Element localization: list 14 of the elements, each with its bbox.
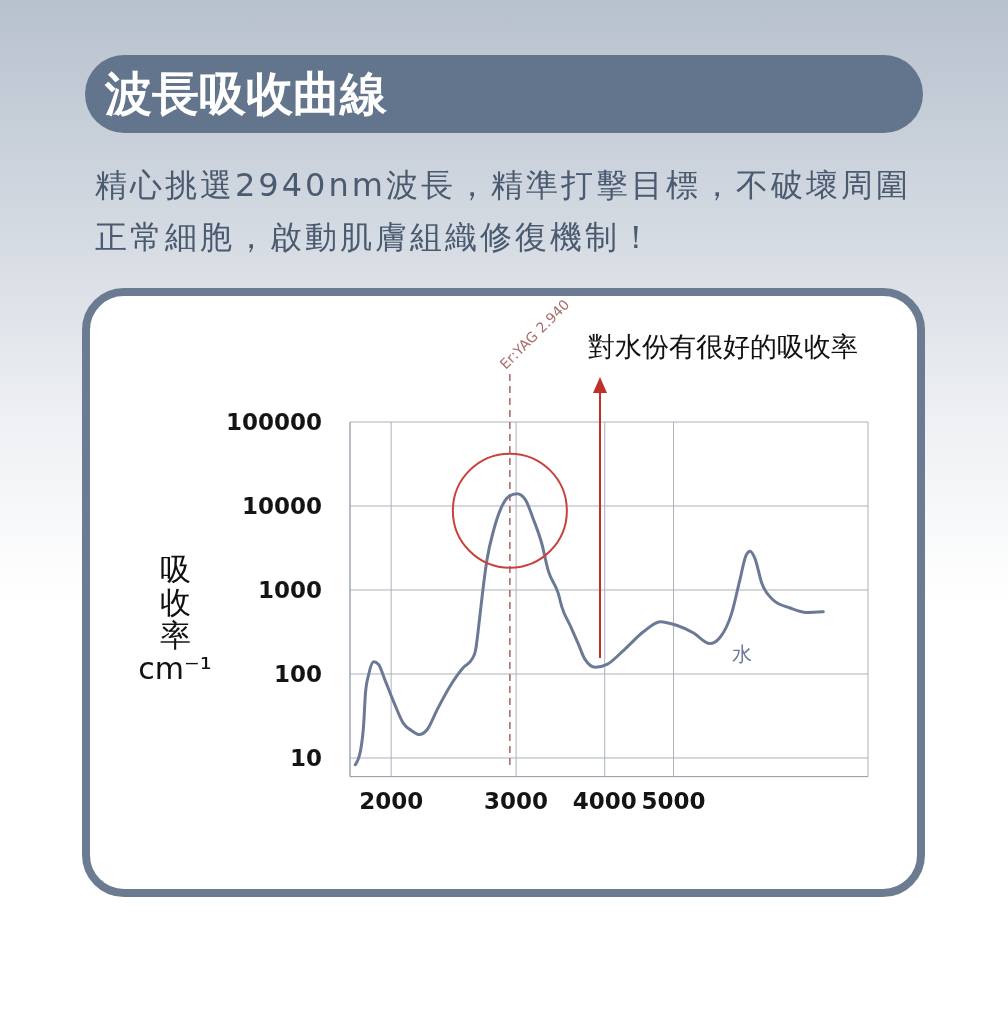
y-tick-label: 10 (289, 745, 322, 772)
y-axis-title: 吸收率 cm⁻¹ (137, 551, 213, 686)
x-tick-label: 4000 (572, 787, 637, 814)
text: 對水份有很好的吸收率 (588, 330, 858, 364)
series-label: 水 (732, 641, 753, 666)
chart-title: 波長吸收曲線 (105, 66, 387, 121)
chart-subtitle: 精心挑選2940nm波長，精準打擊目標，不破壞周圍正常細胞，啟動肌膚組織修復機制！ (95, 165, 912, 258)
x-tick-label: 5000 (641, 787, 706, 814)
x-tick-label: 2000 (359, 787, 424, 814)
x-tick-label: 3000 (484, 787, 549, 814)
y-tick-label: 100000 (225, 409, 322, 436)
y-tick-label: 10000 (241, 493, 322, 520)
y-tick-label: 1000 (257, 577, 322, 604)
y-tick-label: 100 (273, 661, 322, 688)
